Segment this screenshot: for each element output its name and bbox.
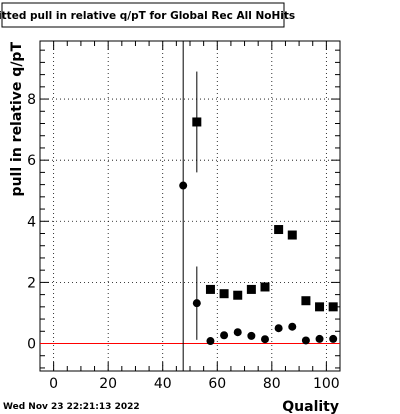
circle-marker xyxy=(329,334,338,343)
circle-marker xyxy=(301,336,310,345)
circle-marker xyxy=(192,299,201,308)
circle-marker xyxy=(233,328,242,337)
x-tick-label: 60 xyxy=(208,376,226,392)
x-tick-label: 100 xyxy=(313,376,340,392)
chart-title-box: Fitted pull in relative q/pT for Global … xyxy=(0,2,295,28)
square-marker xyxy=(328,302,338,312)
y-tick-label: 8 xyxy=(27,92,36,108)
x-tick-label: 0 xyxy=(49,376,58,392)
square-marker xyxy=(219,289,229,299)
y-tick-label: 4 xyxy=(27,214,36,230)
x-tick-label: 40 xyxy=(154,376,172,392)
square-marker xyxy=(274,225,284,235)
square-marker xyxy=(301,296,311,306)
timestamp-label: Wed Nov 23 22:21:13 2022 xyxy=(3,402,140,412)
title-frame xyxy=(1,2,285,28)
circle-marker xyxy=(179,181,188,190)
x-axis-ticks: 0 20 40 60 80 100 xyxy=(39,41,341,392)
circle-marker xyxy=(220,331,229,340)
circle-marker xyxy=(315,334,324,343)
circle-marker xyxy=(206,337,215,346)
plot-frame xyxy=(39,40,341,372)
square-marker xyxy=(233,290,243,300)
circle-marker xyxy=(247,331,256,340)
y-axis-label: pull in relative q/pT xyxy=(9,42,25,197)
square-marker xyxy=(205,284,215,294)
x-axis-label: Quality xyxy=(282,399,339,414)
square-marker xyxy=(192,117,202,127)
y-tick-label: 6 xyxy=(27,153,36,169)
x-tick-label: 20 xyxy=(99,376,117,392)
square-marker xyxy=(246,284,256,294)
square-marker xyxy=(315,302,325,312)
square-marker xyxy=(287,230,297,240)
x-tick-label: 80 xyxy=(263,376,281,392)
circle-marker xyxy=(261,335,269,344)
circle-marker xyxy=(274,324,283,333)
data-markers xyxy=(179,71,338,346)
y-tick-label: 2 xyxy=(27,275,36,291)
y-tick-label: 0 xyxy=(27,337,36,353)
reference-lines xyxy=(40,41,340,371)
circle-marker xyxy=(288,322,297,331)
square-marker xyxy=(260,282,270,292)
chart-title: Fitted pull in relative q/pT for Global … xyxy=(0,10,295,22)
